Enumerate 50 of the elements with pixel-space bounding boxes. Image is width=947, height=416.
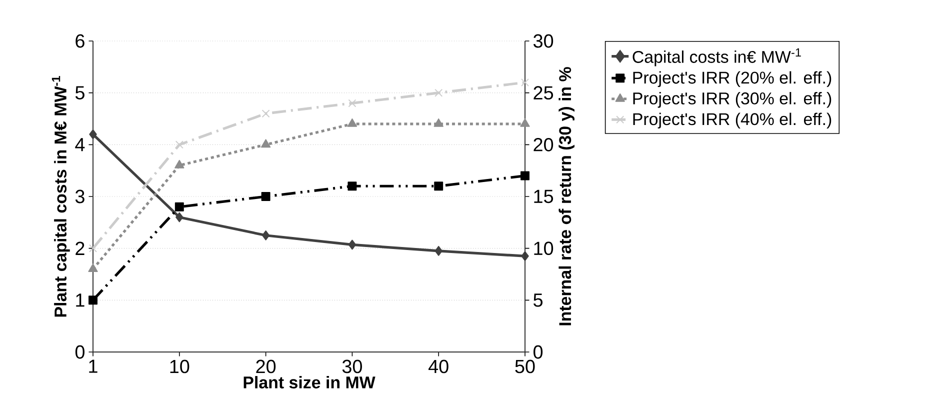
point	[348, 99, 356, 108]
point	[174, 160, 184, 168]
y-axis-title: Plant capital costs in M€ MW$^{-1}$	[52, 76, 70, 317]
point	[434, 246, 442, 256]
y-tick-label: 5	[75, 86, 84, 100]
point	[175, 140, 184, 149]
point	[520, 118, 530, 127]
legend-label: Project's IRR (30% el. eff.)	[633, 92, 832, 108]
point	[174, 202, 184, 212]
point	[347, 118, 358, 127]
y2-tick-label: 25	[534, 86, 554, 100]
point	[520, 78, 530, 86]
y-tick-label: 6	[76, 34, 84, 48]
y2-tick-label: 10	[534, 242, 554, 256]
legend-label: Capital costs in€ MW$^{-1}$	[632, 48, 801, 66]
x-tick-label: 40	[428, 360, 448, 374]
point	[434, 182, 444, 191]
y2-tick-label: 20	[534, 138, 554, 152]
y-tick-label: 2	[76, 242, 84, 255]
x-tick-label: 50	[515, 360, 535, 374]
y-tick-label: 4	[75, 138, 85, 152]
point	[434, 118, 444, 127]
y2-tick-label: 15	[534, 190, 554, 204]
y2-tick-label: 0	[534, 345, 543, 359]
x-tick-label: 20	[256, 360, 276, 374]
x-tick-label: 1	[89, 360, 98, 373]
legend-label: Project's IRR (20% el. eff.)	[633, 71, 832, 88]
point	[434, 88, 443, 97]
y-tick-label: 3	[75, 190, 84, 204]
point	[176, 212, 184, 222]
point	[88, 296, 98, 305]
point	[348, 182, 357, 191]
point	[88, 264, 98, 272]
y2-tick-label: 5	[534, 294, 543, 307]
point	[348, 240, 356, 250]
y2-tick-label: 30	[533, 34, 554, 48]
x-tick-label: 10	[170, 360, 190, 374]
y-tick-label: 0	[75, 345, 84, 359]
point	[520, 171, 530, 180]
point	[260, 139, 271, 148]
point	[88, 244, 98, 252]
legend-label: Project's IRR (40% el. eff.)	[633, 112, 832, 129]
point	[262, 110, 270, 118]
x-tick-label: 30	[342, 360, 362, 374]
point	[261, 192, 270, 201]
x-axis-title: Plant size in MW	[244, 376, 376, 388]
point	[262, 230, 270, 240]
y-tick-label: 1	[76, 294, 84, 307]
y2-axis-title: Internal rate of return (30 y) in %	[558, 67, 574, 326]
point	[89, 129, 97, 140]
